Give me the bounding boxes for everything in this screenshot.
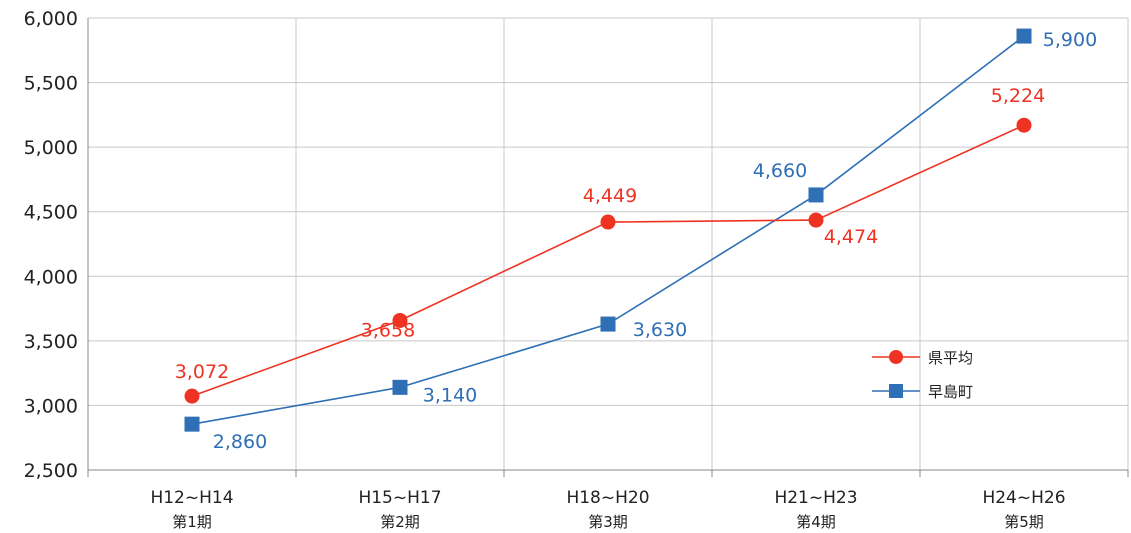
data-labels: 2,860 3,140 3,630 4,660 5,900 3,072 3,658 4,449… (175, 29, 1097, 453)
data-label: 3,072 (175, 361, 229, 383)
legend-label: 県平均 (928, 349, 973, 367)
data-point-square (600, 316, 616, 332)
x-axis-ticks: H12~H14 第1期 H15~H17 第2期 H18~H20 第3期 H21~H23 第4期… (150, 488, 1065, 531)
y-tick-label: 4,500 (24, 202, 78, 224)
legend-marker-circle (889, 350, 903, 364)
data-label: 4,474 (824, 226, 878, 248)
data-label: 2,860 (213, 431, 267, 453)
data-point-circle (600, 214, 616, 230)
data-point-circle (1016, 117, 1032, 133)
y-tick-label: 5,000 (24, 137, 78, 159)
x-tick-sublabel: 第2期 (380, 513, 420, 531)
series-layer (184, 28, 1032, 432)
x-tick-label: H12~H14 (150, 488, 233, 508)
x-tick-label: H18~H20 (566, 488, 649, 508)
axis-layer (87, 18, 1129, 477)
data-label: 3,658 (361, 319, 415, 341)
data-point-circle (184, 388, 200, 404)
data-point-square (1016, 28, 1032, 44)
legend-label: 早島町 (928, 383, 973, 401)
x-tick-label: H21~H23 (774, 488, 857, 508)
data-point-circle (392, 312, 408, 328)
series-line (191, 35, 1025, 425)
x-tick-sublabel: 第1期 (172, 513, 212, 531)
data-label: 3,140 (423, 384, 477, 406)
y-tick-label: 5,500 (24, 73, 78, 95)
y-axis-ticks: 2,500 3,000 3,500 4,000 4,500 5,000 5,500 6,000 (24, 8, 78, 482)
data-label: 4,660 (753, 160, 807, 182)
x-tick-sublabel: 第4期 (796, 513, 836, 531)
data-label: 5,900 (1043, 29, 1097, 51)
data-point-square (184, 416, 200, 432)
data-point-square (392, 379, 408, 395)
y-tick-label: 2,500 (24, 460, 78, 482)
grid-layer (87, 17, 1129, 471)
legend-marker-square (889, 384, 903, 398)
x-tick-sublabel: 第5期 (1004, 513, 1044, 531)
y-tick-label: 3,500 (24, 331, 78, 353)
data-label: 5,224 (991, 85, 1045, 107)
data-point-circle (808, 212, 824, 228)
x-tick-label: H15~H17 (358, 488, 441, 508)
data-label: 4,449 (583, 185, 637, 207)
y-tick-label: 4,000 (24, 266, 78, 288)
x-tick-label: H24~H26 (982, 488, 1065, 508)
x-tick-sublabel: 第3期 (588, 513, 628, 531)
y-tick-label: 6,000 (24, 8, 78, 30)
data-point-square (808, 187, 824, 203)
data-label: 3,630 (633, 319, 687, 341)
y-tick-label: 3,000 (24, 395, 78, 417)
